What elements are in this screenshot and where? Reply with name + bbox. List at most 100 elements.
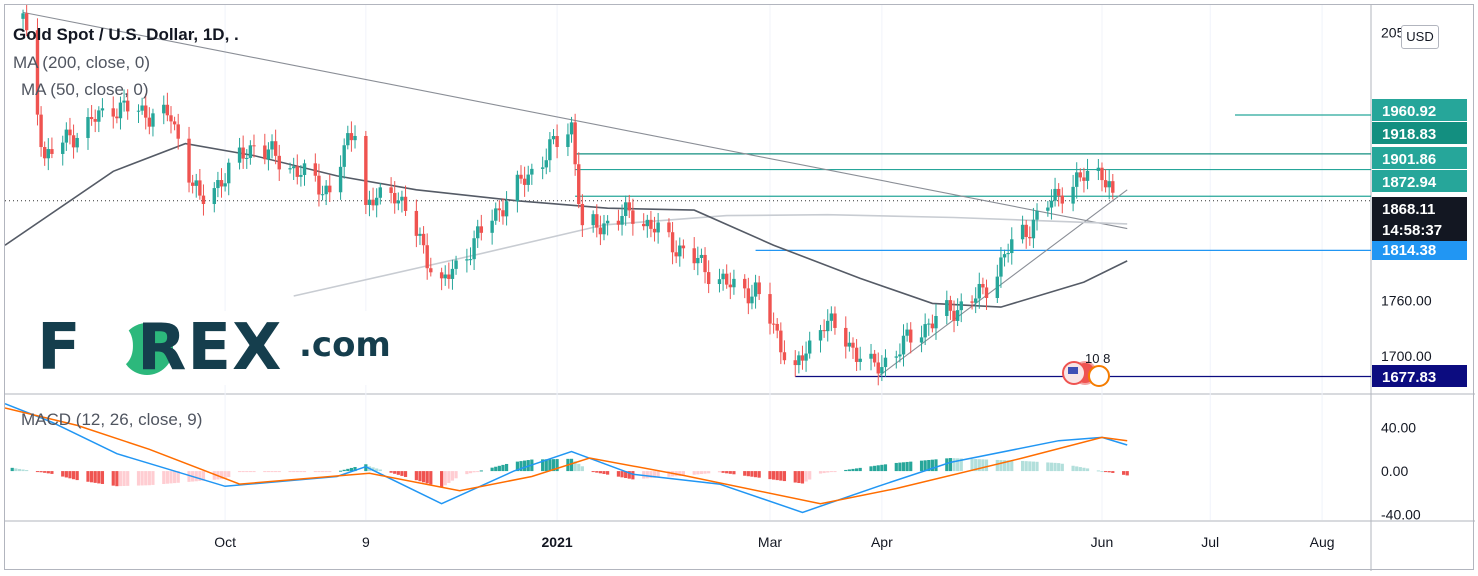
macd-histogram-bar — [418, 471, 422, 482]
candle-body — [68, 129, 72, 136]
macd-histogram-bar — [396, 471, 400, 475]
macd-histogram-bar — [548, 459, 552, 472]
candle — [750, 284, 754, 310]
candle — [670, 221, 675, 265]
candle — [605, 215, 610, 236]
candle — [699, 248, 704, 263]
candle-body — [216, 180, 220, 189]
candle — [728, 272, 733, 300]
candle-body — [248, 145, 253, 158]
ma200-legend: MA (200, close, 0) — [13, 53, 151, 72]
candle — [692, 237, 696, 271]
macd-tick-label: 0.00 — [1381, 463, 1408, 479]
candle-body — [198, 180, 202, 196]
chart-frame: 2050.001760.001700.0040.000.00-40.00Oct9… — [4, 4, 1475, 571]
candle — [779, 322, 783, 365]
candle — [169, 106, 173, 134]
candle — [277, 144, 281, 181]
macd-histogram-bar — [21, 469, 25, 472]
candle — [313, 153, 318, 182]
macd-histogram-bar — [43, 471, 47, 473]
macd-histogram-bar — [873, 465, 877, 472]
price-tick-label: 1700.00 — [1381, 348, 1432, 364]
macd-histogram-bar — [39, 471, 43, 473]
macd-histogram-bar — [346, 468, 350, 472]
candle-body — [753, 282, 758, 297]
candle — [342, 138, 346, 179]
candle-body — [573, 122, 577, 165]
candle-body — [927, 323, 931, 325]
candle-body — [717, 279, 722, 285]
candle — [580, 194, 585, 237]
candle-body — [140, 105, 144, 111]
candle-body — [869, 353, 873, 359]
candle — [245, 149, 249, 169]
candle-body — [569, 122, 574, 135]
macd-histogram-bar — [97, 471, 101, 484]
macd-histogram-bar — [68, 471, 72, 479]
price-tick-label: 1760.00 — [1381, 293, 1432, 309]
candle-body — [1111, 181, 1115, 193]
candle-body — [479, 226, 484, 233]
candle-body — [64, 129, 69, 143]
candle-body — [403, 196, 408, 211]
macd-histogram-bar — [573, 461, 577, 472]
candle-body — [645, 219, 650, 227]
candle — [97, 106, 101, 133]
macd-histogram-bar — [144, 471, 148, 486]
time-tick-label: 2021 — [542, 534, 573, 550]
candle-body — [1078, 172, 1083, 178]
macd-histogram-bar — [1024, 461, 1028, 472]
candle — [212, 182, 216, 213]
macd-histogram-bar — [353, 467, 357, 472]
candle-body — [338, 166, 343, 193]
candle-body — [1035, 210, 1039, 220]
macd-histogram-bar — [93, 471, 97, 483]
candle-body — [732, 278, 736, 288]
macd-histogram-bar — [122, 471, 126, 486]
candle — [919, 325, 924, 353]
macd-histogram-bar — [317, 471, 321, 473]
candle — [490, 209, 494, 245]
candle-body — [620, 215, 624, 225]
candle — [872, 349, 877, 367]
macd-histogram-bar — [440, 471, 444, 488]
macd-histogram-bar — [656, 471, 660, 478]
currency-button[interactable]: USD — [1401, 25, 1439, 49]
candle-body — [1049, 200, 1054, 208]
candle — [973, 287, 978, 314]
candle-body — [984, 287, 989, 298]
candle — [454, 255, 458, 275]
macd-histogram-bar — [17, 468, 22, 472]
macd-histogram-bar — [519, 461, 523, 472]
candle — [577, 152, 581, 209]
macd-histogram-bar — [320, 471, 325, 473]
candle — [757, 275, 761, 300]
candle — [1075, 162, 1079, 199]
candle-body — [1103, 180, 1108, 188]
price-chart[interactable]: 2050.001760.001700.0040.000.00-40.00Oct9… — [5, 5, 1475, 571]
candle-body — [353, 135, 357, 141]
macd-histogram-bar — [1078, 467, 1082, 472]
macd-histogram-bar — [800, 471, 805, 484]
countdown-label: 14:58:37 — [1382, 222, 1442, 239]
candle-body — [854, 347, 859, 362]
candle-body — [421, 233, 426, 246]
candle — [50, 137, 54, 159]
candle — [930, 314, 935, 333]
candle — [1053, 177, 1057, 207]
candle-body — [237, 147, 242, 163]
candle — [371, 187, 375, 211]
candle — [1060, 187, 1064, 214]
candle-body — [364, 135, 368, 205]
trendline — [877, 189, 1128, 377]
macd-tick-label: -40.00 — [1381, 507, 1421, 523]
macd-histogram-bar — [844, 469, 848, 472]
candle — [187, 126, 191, 193]
logo-suffix: .com — [299, 325, 391, 365]
candle-body — [977, 283, 981, 299]
candle — [1111, 174, 1115, 200]
candle — [389, 177, 393, 204]
macd-histogram-bar — [198, 471, 202, 481]
candle — [447, 262, 451, 289]
